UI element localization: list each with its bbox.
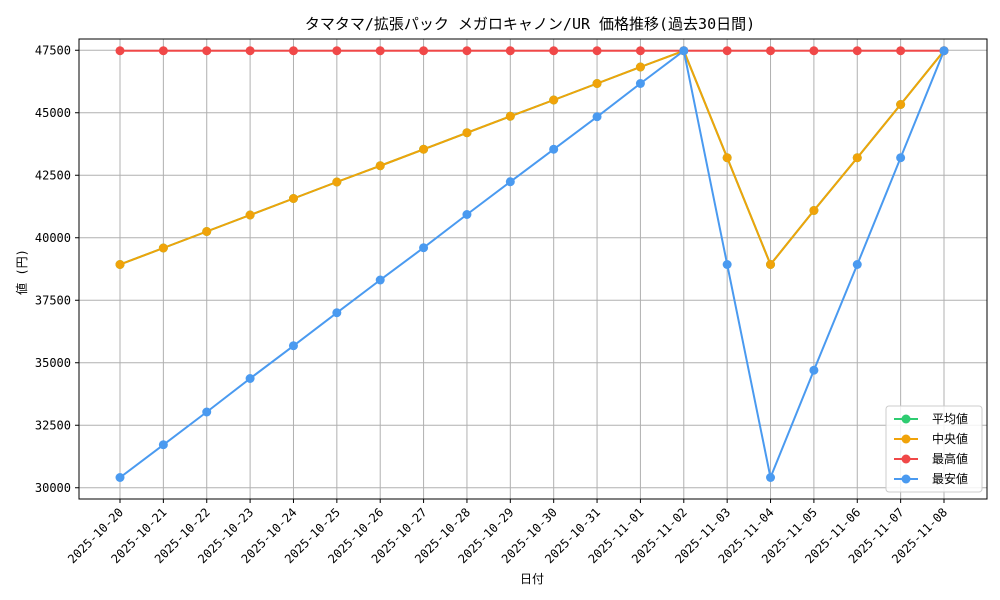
data-point [592, 46, 602, 56]
legend-label: 最高値 [932, 451, 968, 466]
y-tick-label: 32500 [35, 418, 71, 432]
grid-lines [79, 39, 987, 499]
data-point [245, 210, 255, 220]
y-tick-label: 37500 [35, 293, 71, 307]
data-point [722, 46, 732, 56]
data-point [245, 374, 255, 383]
y-tick-label: 35000 [35, 356, 71, 370]
data-point [896, 100, 906, 109]
data-point [202, 46, 212, 56]
data-point [896, 46, 906, 56]
y-tick-label: 45000 [35, 106, 71, 120]
data-point [679, 46, 689, 56]
series-line [119, 49, 945, 266]
data-point [375, 161, 385, 171]
series-2 [115, 46, 949, 56]
legend-item: 最高値 [894, 451, 968, 466]
data-point [375, 275, 385, 285]
legend-marker [901, 434, 911, 444]
data-point [852, 153, 862, 163]
data-point [592, 79, 602, 88]
data-point [375, 46, 385, 56]
data-point [505, 46, 515, 56]
series-3 [115, 46, 949, 482]
data-point [635, 79, 645, 88]
legend-marker [901, 414, 911, 424]
data-point [332, 46, 342, 56]
y-tick-label: 47500 [35, 43, 71, 57]
data-point [549, 46, 559, 56]
data-point [419, 46, 429, 56]
data-point [419, 144, 429, 154]
data-point [288, 194, 298, 203]
data-point [896, 153, 906, 163]
data-point [245, 46, 255, 56]
legend-label: 最安値 [932, 471, 968, 486]
data-point [635, 46, 645, 56]
data-point [809, 46, 819, 56]
data-point [549, 144, 559, 154]
data-point [202, 407, 212, 417]
legend-item: 中央値 [894, 431, 968, 446]
chart-title: タマタマ/拡張パック メガロキャノン/UR 価格推移(過去30日間) [305, 15, 755, 33]
data-point [288, 341, 298, 351]
y-tick-label: 42500 [35, 168, 71, 182]
legend-label: 平均値 [932, 411, 968, 426]
data-point [115, 260, 125, 269]
data-point [158, 440, 168, 450]
legend-marker [901, 454, 911, 464]
series-layer [115, 46, 949, 482]
data-point [722, 153, 732, 163]
data-point [809, 365, 819, 375]
legend-box [885, 405, 983, 493]
legend-marker [901, 474, 911, 484]
data-point [332, 308, 342, 318]
series-0 [115, 46, 949, 269]
legend-item: 平均値 [894, 411, 968, 426]
data-point [809, 206, 819, 215]
data-point [419, 243, 429, 253]
data-point [462, 210, 472, 219]
y-axis-ticks: 30000 32500 35000 37500 40000 42500 45000 47500 [35, 43, 79, 495]
data-point [766, 473, 776, 482]
data-point [288, 46, 298, 56]
y-tick-label: 40000 [35, 231, 71, 245]
data-point [592, 112, 602, 122]
data-point [549, 95, 559, 105]
y-tick-label: 30000 [35, 481, 71, 495]
data-point [852, 46, 862, 56]
data-point [766, 260, 776, 269]
data-point [766, 46, 776, 56]
x-axis-ticks: 2025-10-202025-10-212025-10-222025-10-23… [65, 499, 950, 566]
data-point [852, 260, 862, 269]
data-point [722, 260, 732, 269]
data-point [939, 46, 949, 56]
data-point [505, 177, 515, 187]
y-axis-label: 値 (円) [14, 249, 29, 295]
legend-item: 最安値 [894, 471, 968, 486]
x-axis-label: 日付 [520, 572, 544, 586]
data-point [115, 473, 125, 482]
data-point [635, 62, 645, 72]
data-point [332, 177, 342, 187]
data-point [158, 243, 168, 253]
series-line [119, 49, 945, 266]
series-1 [115, 46, 949, 269]
data-point [462, 46, 472, 56]
data-point [158, 46, 168, 56]
data-point [505, 111, 515, 121]
data-point [202, 227, 212, 236]
data-point [462, 128, 472, 138]
plot-frame [78, 38, 988, 500]
series-line [119, 49, 945, 479]
data-point [115, 46, 125, 56]
legend-label: 中央値 [932, 431, 968, 446]
